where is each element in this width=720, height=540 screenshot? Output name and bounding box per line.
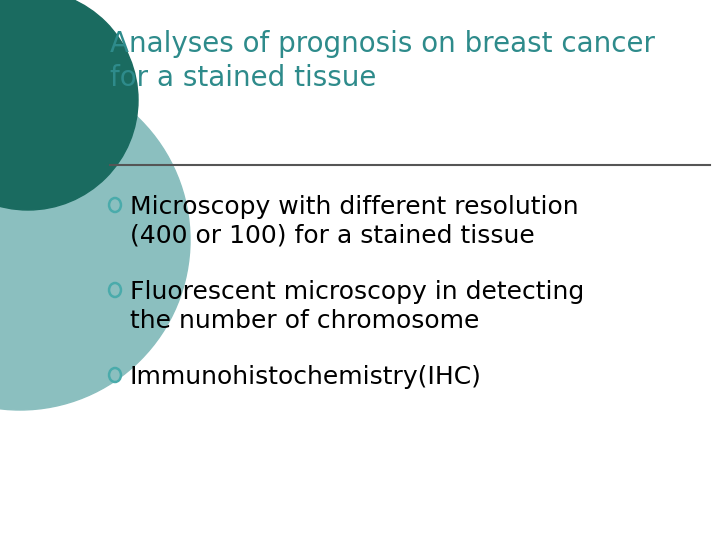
Text: Microscopy with different resolution
(400 or 100) for a stained tissue: Microscopy with different resolution (40… (130, 195, 579, 248)
Circle shape (0, 70, 190, 410)
Text: Analyses of prognosis on breast cancer
for a stained tissue: Analyses of prognosis on breast cancer f… (110, 30, 655, 91)
Text: Fluorescent microscopy in detecting
the number of chromosome: Fluorescent microscopy in detecting the … (130, 280, 584, 333)
Circle shape (0, 0, 138, 210)
Text: Immunohistochemistry(IHC): Immunohistochemistry(IHC) (130, 365, 482, 389)
